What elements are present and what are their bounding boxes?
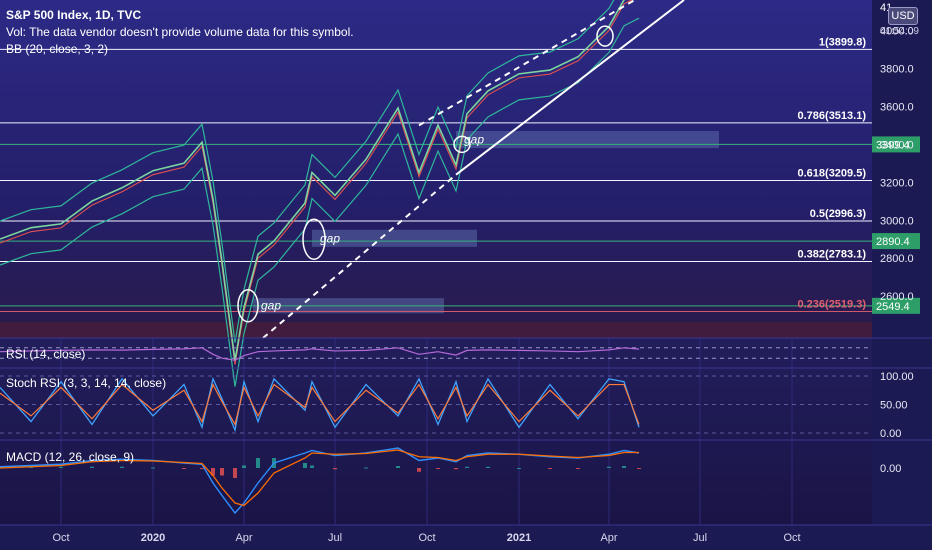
macd-histogram-bar <box>256 458 260 468</box>
price-tag <box>872 233 920 250</box>
time-axis-label: 2021 <box>507 532 531 544</box>
fib-level-label: 0.786(3513.1) <box>798 110 867 122</box>
rsi-line <box>0 347 640 361</box>
stoch-rsi-label: Stoch RSI (3, 3, 14, 14, close) <box>6 376 167 390</box>
price-tick-label: 4000.0 <box>880 25 914 37</box>
time-axis-label: Oct <box>783 532 800 544</box>
macd-histogram-bar <box>151 467 155 469</box>
price-sub-label: 01:54:09 <box>880 26 919 37</box>
macd-histogram-bar <box>220 468 224 476</box>
trend-line <box>418 0 637 127</box>
macd-histogram-bar <box>548 468 552 469</box>
time-axis-label: Oct <box>52 532 69 544</box>
macd-histogram-bar <box>242 465 246 468</box>
gap-zone <box>456 131 719 149</box>
rsi-label: RSI (14, close) <box>6 347 86 361</box>
trend-line <box>262 173 457 339</box>
price-line <box>0 0 626 361</box>
stoch-d-line <box>0 382 640 427</box>
gap-circle <box>237 288 259 323</box>
currency-button[interactable]: USD <box>888 7 918 25</box>
fib-level-label: 0.236(2519.3) <box>798 299 867 311</box>
price-tick-label: 3200.0 <box>880 177 914 189</box>
lower-panes-bg <box>0 338 872 525</box>
macd-histogram-bar <box>364 467 368 469</box>
macd-histogram-bar <box>637 468 641 469</box>
gap-circle <box>453 135 471 154</box>
price-tick-label: 3400.0 <box>880 139 914 151</box>
time-axis-label: Apr <box>600 532 617 544</box>
macd-histogram-bar <box>90 466 94 468</box>
macd-histogram-bar <box>211 468 215 476</box>
macd-histogram-bar <box>333 468 337 470</box>
macd-label: MACD (12, 26, close, 9) <box>6 450 135 464</box>
macd-histogram-bar <box>310 465 314 468</box>
macd-histogram-bar <box>465 466 469 468</box>
gap-zone <box>312 229 477 247</box>
fib-level-label: 0.5(2996.3) <box>810 208 867 220</box>
price-tag <box>872 297 920 314</box>
gap-circle <box>596 25 614 47</box>
macd-histogram-bar <box>396 466 400 468</box>
time-axis-label: Jul <box>693 532 707 544</box>
trend-line <box>455 0 685 176</box>
time-axis-label: 2020 <box>141 532 165 544</box>
time-axis-label: Oct <box>418 532 435 544</box>
fib-level-label: 1(3899.8) <box>819 36 866 48</box>
price-tick-label: 3600.0 <box>880 101 914 113</box>
macd-histogram-bar <box>436 468 440 469</box>
fib-level-label: 0.618(3209.5) <box>798 167 867 179</box>
bollinger-upper <box>0 0 615 343</box>
stoch-tick-label: 100.00 <box>880 371 914 383</box>
price-tag-label: 2549.4 <box>876 301 910 313</box>
macd-histogram-bar <box>182 468 186 469</box>
price-tag <box>872 136 920 153</box>
symbol-title: S&P 500 Index, 1D, TVC <box>6 8 142 22</box>
macd-tick-label: 0.00 <box>880 463 901 475</box>
bollinger-basis <box>0 0 633 365</box>
fib-level-label: 0.382(2783.1) <box>798 248 867 260</box>
price-axis-bg <box>872 0 932 525</box>
bottom-shade <box>0 322 872 338</box>
macd-histogram-bar <box>454 468 458 470</box>
bollinger-label: BB (20, close, 3, 2) <box>6 42 109 56</box>
time-axis-bg <box>0 525 932 550</box>
macd-histogram-bar <box>517 468 521 469</box>
time-axis-label: Jul <box>328 532 342 544</box>
price-tick-label: 3800.0 <box>880 63 914 75</box>
gap-label: gap <box>261 299 281 313</box>
macd-histogram-bar <box>622 466 626 468</box>
macd-histogram-bar <box>200 468 204 469</box>
stoch-tick-label: 50.00 <box>880 400 908 412</box>
macd-histogram-bar <box>607 466 611 468</box>
macd-histogram-bar <box>486 466 490 468</box>
gap-label: gap <box>320 231 340 245</box>
macd-histogram-bar <box>59 466 63 468</box>
macd-histogram-bar <box>576 468 580 469</box>
gap-label: gap <box>464 133 484 147</box>
price-tag-label: 3399.4 <box>876 139 910 151</box>
macd-histogram-bar <box>417 468 421 472</box>
stoch-tick-label: 0.00 <box>880 428 901 440</box>
main-pane-bg <box>0 0 872 338</box>
gap-circle <box>302 218 326 261</box>
time-axis-label: Apr <box>235 532 252 544</box>
macd-histogram-bar <box>233 468 237 478</box>
price-tick-label: 2800.0 <box>880 253 914 265</box>
macd-histogram-bar <box>120 466 124 468</box>
volume-note: Vol: The data vendor doesn't provide vol… <box>6 25 354 39</box>
price-tick-label: 3000.0 <box>880 215 914 227</box>
price-tag-label: 2890.4 <box>876 236 910 248</box>
macd-signal-line <box>0 449 639 507</box>
macd-histogram-bar <box>303 463 307 468</box>
price-tick-label: 2600.0 <box>880 291 914 303</box>
bollinger-lower <box>0 17 640 387</box>
